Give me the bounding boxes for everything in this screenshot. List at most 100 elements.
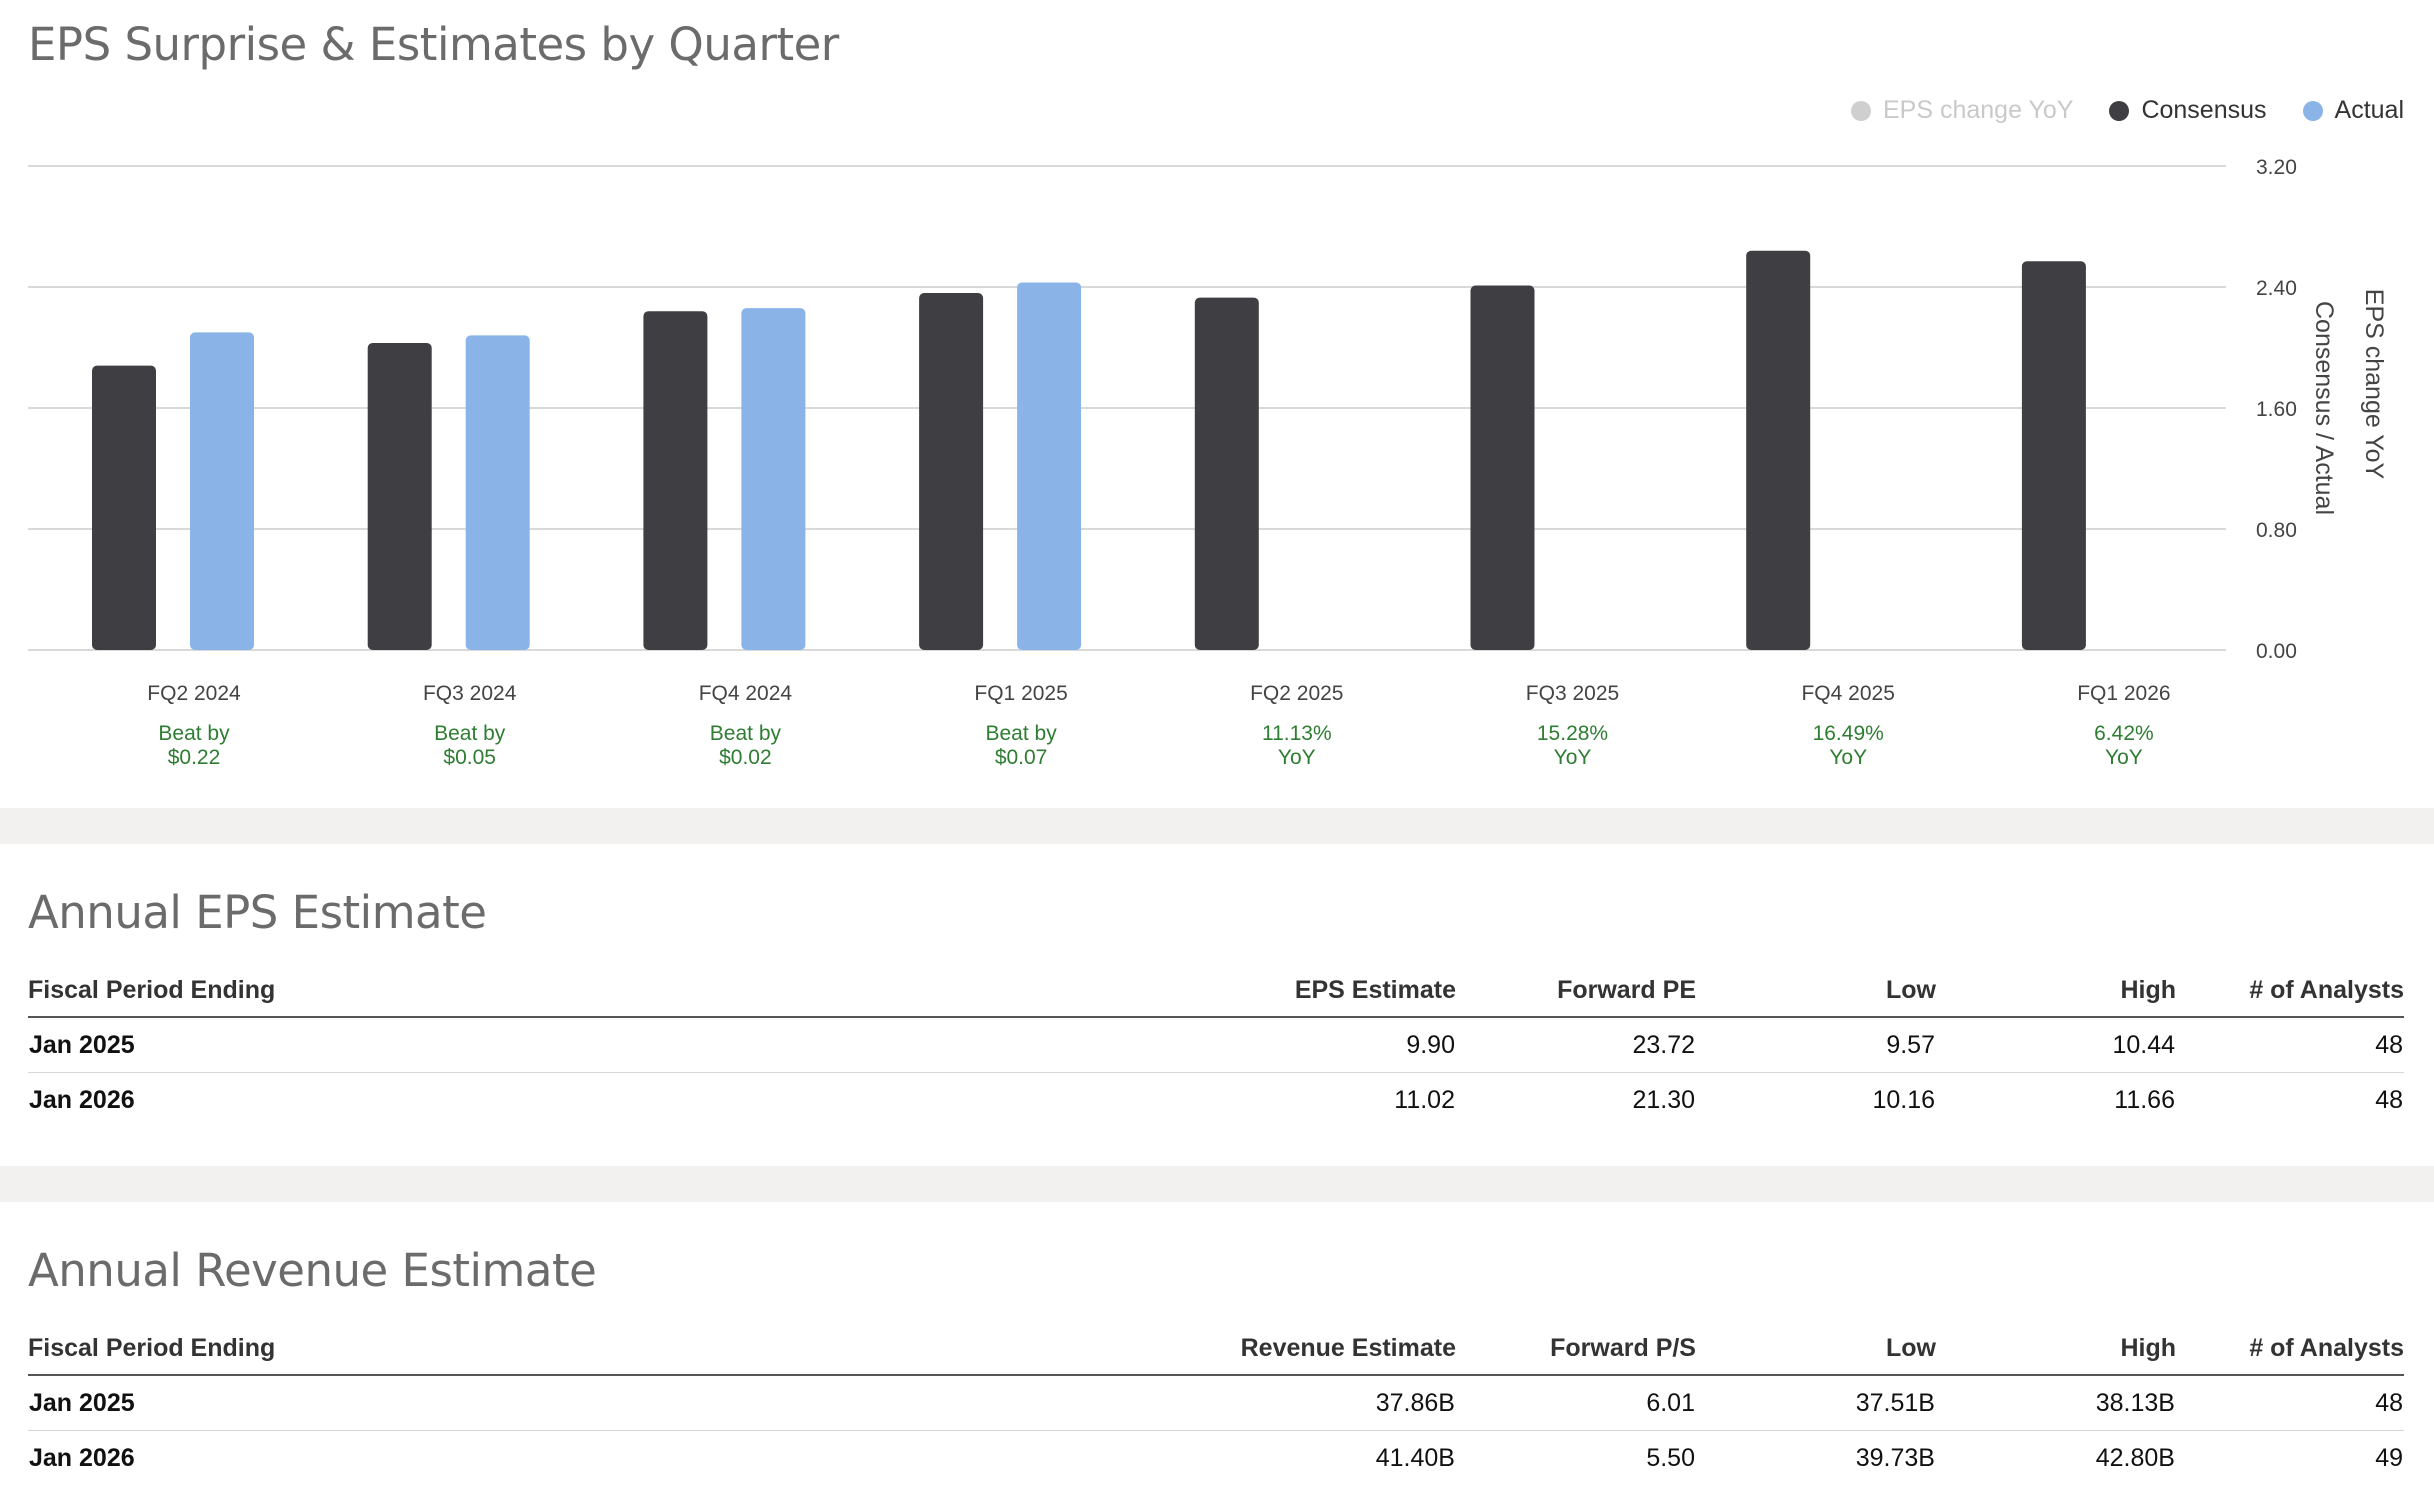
bar-consensus	[92, 365, 156, 650]
bar-consensus	[1194, 297, 1259, 650]
table-cell: 10.44	[1936, 1017, 2176, 1073]
column-header[interactable]: Fiscal Period Ending	[28, 964, 1028, 1018]
bar-actual	[190, 332, 254, 650]
table-cell: 21.30	[1632, 1085, 1695, 1114]
eps-bar-chart: 3.20 2.40 1.60 0.80 0.00 Consensus / Actual EP…	[28, 156, 2388, 769]
x-tick-label: FQ4 2025	[1801, 682, 1894, 705]
surprise-label: YoY	[2105, 746, 2143, 769]
column-header[interactable]: Low	[1696, 964, 1936, 1018]
surprise-label: $0.22	[168, 746, 221, 769]
table-cell: 37.86B	[1028, 1375, 1456, 1431]
table-cell: 49	[2375, 1443, 2403, 1472]
bar-actual	[1017, 282, 1082, 650]
section-divider	[0, 808, 2434, 844]
column-header[interactable]: Fiscal Period Ending	[28, 1322, 1028, 1376]
surprise-label: YoY	[1554, 746, 1592, 769]
column-header[interactable]: Revenue Estimate	[1028, 1322, 1456, 1376]
y-tick-label: 0.80	[2256, 519, 2297, 542]
column-header[interactable]: Forward P/S	[1456, 1322, 1696, 1376]
table-cell: 48	[2176, 1017, 2404, 1073]
bar-consensus	[919, 293, 984, 650]
table-cell: 11.02	[1394, 1085, 1455, 1114]
x-tick-label: FQ1 2026	[2077, 682, 2170, 705]
table-row: Jan 2026 11.02 21.30 10.16 11.66 48	[28, 1073, 2404, 1128]
annual-eps-title: Annual EPS Estimate	[28, 886, 487, 939]
table-cell: 39.73B	[1855, 1443, 1935, 1472]
table-cell: 9.90	[1028, 1017, 1456, 1073]
table-cell: Jan 2026	[29, 1085, 135, 1114]
legend-item-consensus[interactable]: Consensus	[2109, 96, 2267, 125]
bar-consensus	[367, 342, 432, 650]
annual-revenue-title: Annual Revenue Estimate	[28, 1244, 597, 1297]
x-tick-label: FQ2 2024	[147, 682, 241, 705]
table-row: Jan 2026 41.40B 5.50 39.73B 42.80B 49	[28, 1431, 2404, 1486]
y-tick-label: 2.40	[2256, 277, 2297, 300]
column-header[interactable]: High	[1936, 964, 2176, 1018]
x-tick-label: FQ3 2025	[1526, 682, 1619, 705]
legend-label: EPS change YoY	[1882, 96, 2074, 124]
surprise-label: YoY	[1829, 746, 1867, 769]
table-cell: Jan 2025	[28, 1017, 1028, 1073]
section-divider	[0, 1166, 2434, 1202]
y-tick-label: 3.20	[2256, 156, 2297, 179]
column-header[interactable]: # of Analysts	[2176, 1322, 2404, 1376]
surprise-label: $0.05	[443, 746, 496, 769]
chart-legend: EPS change YoY Consensus Actual	[1850, 96, 2404, 125]
surprise-label: Beat by	[985, 722, 1057, 745]
table-cell: 42.80B	[2095, 1443, 2175, 1472]
table-cell: 37.51B	[1696, 1375, 1936, 1431]
table-row: Jan 2025 9.90 23.72 9.57 10.44 48	[28, 1017, 2404, 1073]
eps-chart-title: EPS Surprise & Estimates by Quarter	[28, 18, 839, 71]
surprise-label: 15.28%	[1537, 722, 1608, 745]
column-header[interactable]: # of Analysts	[2176, 964, 2404, 1018]
surprise-label: 6.42%	[2094, 722, 2154, 745]
eps-chart-section: EPS Surprise & Estimates by Quarter EPS …	[28, 18, 2404, 769]
bar-consensus	[2021, 261, 2086, 650]
legend-dot-icon	[2302, 100, 2323, 121]
table-header-row: Fiscal Period Ending Revenue Estimate Fo…	[28, 1322, 2404, 1376]
x-tick-label: FQ3 2024	[423, 682, 517, 705]
table-row: Jan 2025 37.86B 6.01 37.51B 38.13B 48	[28, 1375, 2404, 1431]
y-tick-label: 1.60	[2256, 398, 2297, 421]
surprise-label: 11.13%	[1262, 722, 1332, 745]
x-tick-label: FQ1 2025	[974, 682, 1067, 705]
column-header[interactable]: EPS Estimate	[1028, 964, 1456, 1018]
surprise-label: Beat by	[710, 722, 782, 745]
table-cell: Jan 2026	[29, 1443, 135, 1472]
table-cell: 11.66	[2114, 1085, 2175, 1114]
legend-dot-icon	[2109, 100, 2130, 121]
annual-eps-table: Fiscal Period Ending EPS Estimate Forwar…	[28, 964, 2404, 1127]
bar-actual	[465, 335, 530, 650]
surprise-label: $0.07	[995, 746, 1048, 769]
surprise-label: 16.49%	[1813, 722, 1884, 745]
annual-revenue-section: Annual Revenue Estimate Fiscal Period En…	[0, 1202, 2434, 1498]
column-header[interactable]: Forward PE	[1456, 964, 1696, 1018]
surprise-label: Beat by	[158, 722, 230, 745]
column-header[interactable]: High	[1936, 1322, 2176, 1376]
y-tick-label: 0.00	[2256, 640, 2297, 663]
y-axis-title-left: Consensus / Actual	[2310, 301, 2338, 515]
table-cell: 48	[2375, 1085, 2403, 1114]
table-cell: 48	[2176, 1375, 2404, 1431]
table-cell: Jan 2025	[28, 1375, 1028, 1431]
table-cell: 38.13B	[1936, 1375, 2176, 1431]
legend-label: Actual	[2334, 96, 2404, 124]
table-header-row: Fiscal Period Ending EPS Estimate Forwar…	[28, 964, 2404, 1018]
column-header[interactable]: Low	[1696, 1322, 1936, 1376]
legend-item-eps-change[interactable]: EPS change YoY	[1850, 96, 2074, 125]
legend-label: Consensus	[2141, 96, 2267, 124]
legend-item-actual[interactable]: Actual	[2302, 96, 2404, 125]
bar-consensus	[643, 311, 708, 650]
annual-eps-section: Annual EPS Estimate Fiscal Period Ending…	[0, 844, 2434, 1166]
table-cell: 5.50	[1646, 1443, 1695, 1472]
surprise-label: $0.02	[719, 746, 772, 769]
bar-consensus	[1746, 250, 1811, 650]
annual-revenue-table: Fiscal Period Ending Revenue Estimate Fo…	[28, 1322, 2404, 1485]
surprise-label: YoY	[1278, 746, 1316, 769]
table-cell: 23.72	[1456, 1017, 1696, 1073]
table-cell: 41.40B	[1375, 1443, 1455, 1472]
y-axis-title-right: EPS change YoY	[2360, 289, 2388, 480]
surprise-label: Beat by	[434, 722, 506, 745]
x-tick-label: FQ2 2025	[1250, 682, 1343, 705]
table-cell: 10.16	[1872, 1085, 1935, 1114]
